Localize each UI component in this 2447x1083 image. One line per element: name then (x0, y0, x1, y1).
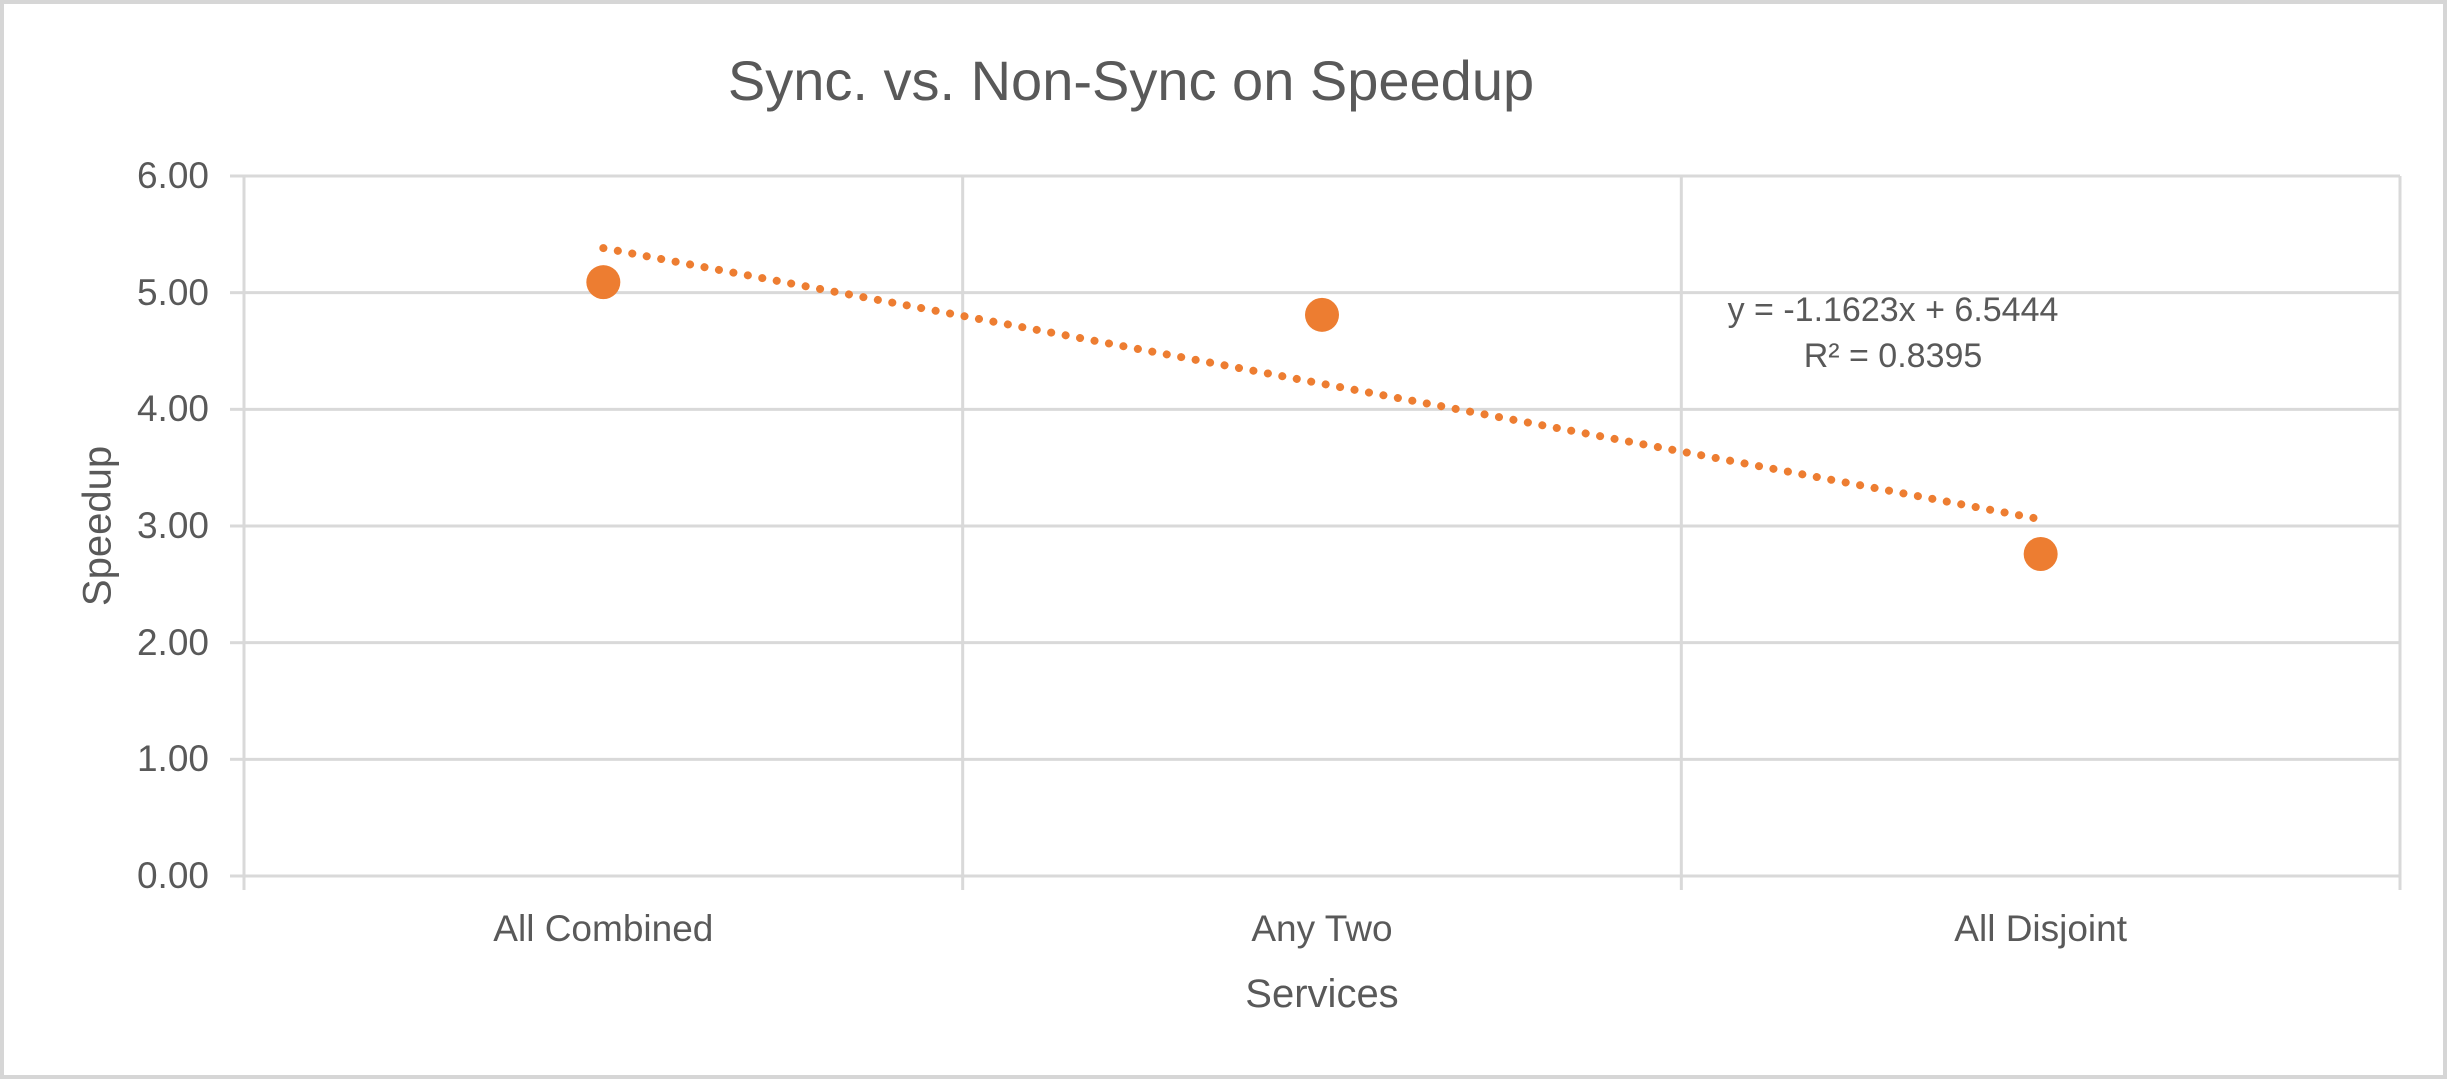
y-tick-label: 2.00 (136, 621, 209, 663)
y-tick-label: 1.00 (136, 738, 209, 780)
data-point-marker (2023, 537, 2058, 571)
y-tick-label: 0.00 (136, 855, 209, 896)
trendline-r-squared: R² = 0.8395 (1803, 337, 1983, 375)
y-tick-label: 5.00 (136, 271, 209, 313)
trendline-label: y = -1.1623x + 6.5444 R² = 0.8395 (1728, 287, 2059, 379)
plot-area (230, 174, 2402, 890)
x-category-label: All Disjoint (1954, 908, 2128, 949)
chart-title: Sync. vs. Non-Sync on Speedup (727, 49, 1535, 112)
y-tick-label: 4.00 (136, 388, 209, 430)
data-point-marker (1305, 297, 1339, 332)
data-point-marker (586, 265, 621, 300)
y-tick-label: 3.00 (136, 505, 209, 546)
x-axis-title: Services (1245, 972, 1399, 1016)
trendline-dotted (599, 244, 2045, 524)
y-tick-label: 6.00 (136, 155, 209, 196)
x-category-label: Any Two (1251, 908, 1393, 949)
trendline-equation: y = -1.1623x + 6.5444 (1727, 291, 2059, 329)
x-category-label: All Combined (493, 908, 714, 949)
